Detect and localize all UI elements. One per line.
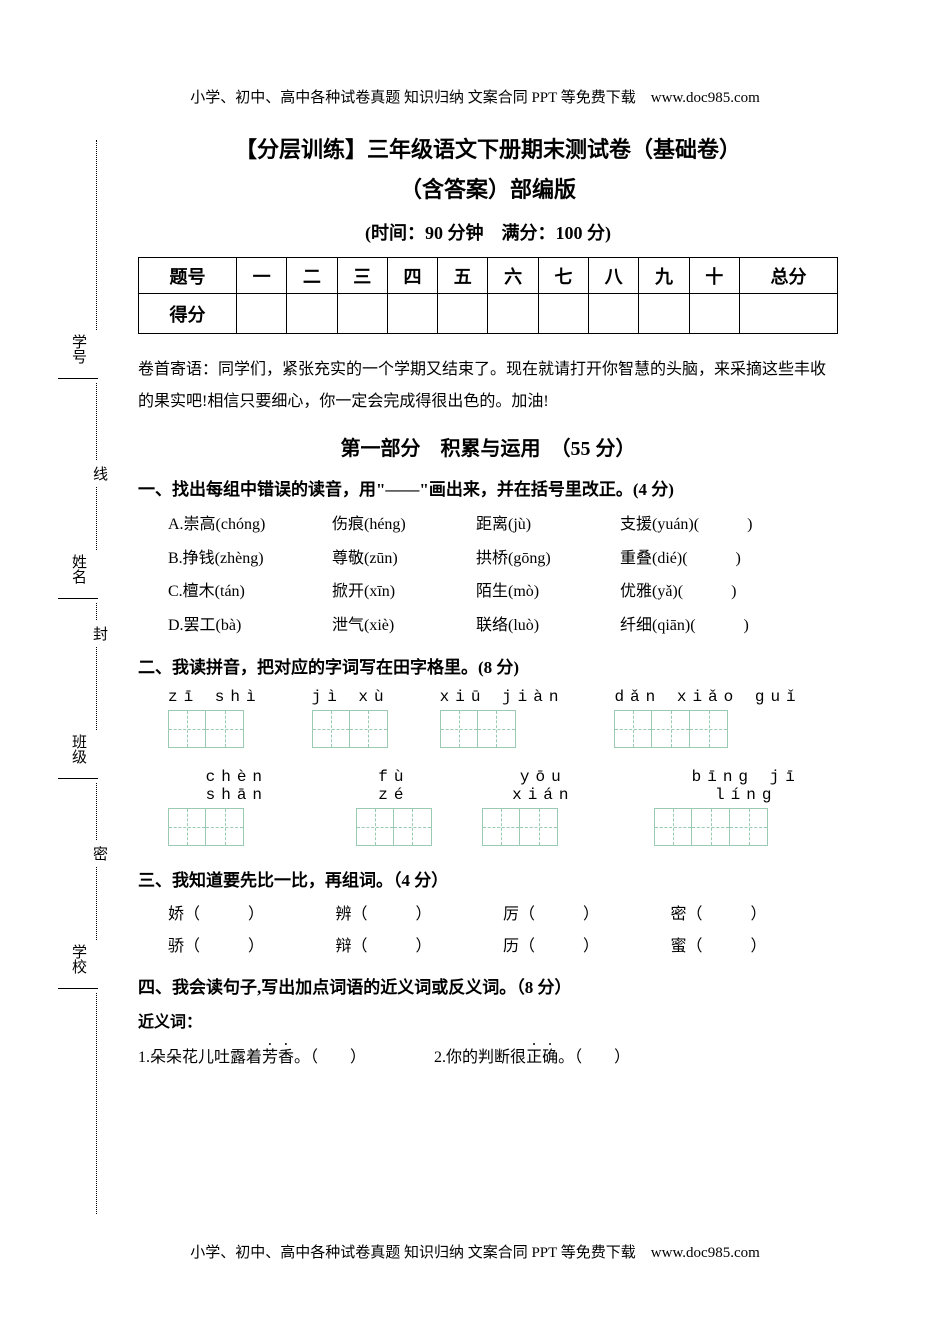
- tian-cell[interactable]: [168, 808, 206, 846]
- pinyin-block: chèn shān: [168, 768, 306, 846]
- pinyin-block: dǎn xiǎo guǐ: [614, 688, 801, 748]
- th: 五: [438, 258, 488, 294]
- page-footer: 小学、初中、高中各种试卷真题 知识归纳 文案合同 PPT 等免费下载 www.d…: [0, 1241, 950, 1262]
- th: 三: [337, 258, 387, 294]
- td[interactable]: [488, 294, 538, 334]
- pinyin: dǎn xiǎo guǐ: [614, 688, 801, 706]
- part-title: 第一部分 积累与运用 （55 分）: [138, 432, 838, 461]
- s1-row-c: C.檀木(tán) 掀开(xīn) 陌生(mò) 优雅(yǎ)( ): [138, 575, 838, 609]
- tian-cell[interactable]: [168, 710, 206, 748]
- td[interactable]: [739, 294, 837, 334]
- pinyin: xiū jiàn: [440, 688, 565, 706]
- th: 题号: [139, 258, 237, 294]
- pinyin: zī shì: [168, 688, 262, 706]
- pinyin: chèn shān: [168, 768, 306, 804]
- s4-line: 1.朵朵花儿吐露着芳香。（ ） 2.你的判断很正确。（ ）: [138, 1040, 838, 1075]
- margin-label-id: 学号: [58, 330, 98, 383]
- td[interactable]: [287, 294, 337, 334]
- tian-cell[interactable]: [654, 808, 692, 846]
- tian-cell[interactable]: [482, 808, 520, 846]
- s1-row-a: A.崇高(chóng) 伤痕(héng) 距离(jù) 支援(yuán)( ): [138, 508, 838, 542]
- td[interactable]: [639, 294, 689, 334]
- score-value-row: 得分: [139, 294, 838, 334]
- s4-subtitle: 近义词：: [138, 1008, 838, 1032]
- pinyin-block: yōu xián: [482, 768, 604, 846]
- td[interactable]: [538, 294, 588, 334]
- th: 九: [639, 258, 689, 294]
- margin-label-name: 姓名: [58, 550, 98, 603]
- td[interactable]: [387, 294, 437, 334]
- tian-cell[interactable]: [692, 808, 730, 846]
- th: 七: [538, 258, 588, 294]
- th: 一: [236, 258, 286, 294]
- margin-label-school: 学校: [58, 940, 98, 993]
- pinyin-block: jì xù: [312, 688, 390, 748]
- tian-cell[interactable]: [614, 710, 652, 748]
- pinyin: jì xù: [312, 688, 390, 706]
- binding-margin: 学号 线 姓名 封 班级 密 学校: [58, 140, 128, 1214]
- section-4-title: 四、我会读句子,写出加点词语的近义词或反义词。（8 分）: [138, 973, 838, 998]
- main-content: 【分层训练】三年级语文下册期末测试卷（基础卷） （含答案）部编版 (时间：90 …: [138, 130, 838, 1074]
- pinyin: bīng jī líng: [654, 768, 838, 804]
- th: 总分: [739, 258, 837, 294]
- section-1-title: 一、找出每组中错误的读音，用"——"画出来，并在括号里改正。(4 分): [138, 475, 838, 500]
- s1-row-b: B.挣钱(zhèng) 尊敬(zūn) 拱桥(gōng) 重叠(dié)( ): [138, 542, 838, 576]
- pinyin-block: bīng jī líng: [654, 768, 838, 846]
- th: 六: [488, 258, 538, 294]
- tian-cell[interactable]: [206, 710, 244, 748]
- tian-cell[interactable]: [350, 710, 388, 748]
- pinyin-block: fù zé: [356, 768, 432, 846]
- exam-title-2: （含答案）部编版: [138, 170, 838, 210]
- intro-text: 卷首寄语：同学们，紧张充实的一个学期又结束了。现在就请打开你智慧的头脑，来采摘这…: [138, 354, 838, 418]
- td[interactable]: [438, 294, 488, 334]
- td[interactable]: [236, 294, 286, 334]
- margin-sep-line: 线: [89, 460, 110, 487]
- exam-subtitle: (时间：90 分钟 满分：100 分): [138, 219, 838, 245]
- pinyin: fù zé: [356, 768, 432, 804]
- tian-cell[interactable]: [394, 808, 432, 846]
- dotted-binding-line: [96, 140, 97, 1214]
- section-3-title: 三、我知道要先比一比，再组词。（4 分）: [138, 866, 838, 891]
- th: 四: [387, 258, 437, 294]
- score-header-row: 题号 一 二 三 四 五 六 七 八 九 十 总分: [139, 258, 838, 294]
- s3-row-2: 骄（ ） 辩（ ） 历（ ） 蜜（ ）: [138, 931, 838, 963]
- exam-title-1: 【分层训练】三年级语文下册期末测试卷（基础卷）: [138, 130, 838, 170]
- score-table: 题号 一 二 三 四 五 六 七 八 九 十 总分 得分: [138, 257, 838, 334]
- s1-row-d: D.罢工(bà) 泄气(xiè) 联络(luò) 纤细(qiān)( ): [138, 609, 838, 643]
- tian-cell[interactable]: [440, 710, 478, 748]
- th: 十: [689, 258, 739, 294]
- td-label: 得分: [139, 294, 237, 334]
- margin-sep-seal: 封: [89, 620, 110, 647]
- pinyin: yōu xián: [482, 768, 604, 804]
- tian-cell[interactable]: [520, 808, 558, 846]
- tian-cell[interactable]: [690, 710, 728, 748]
- pinyin-block: zī shì: [168, 688, 262, 748]
- tian-cell[interactable]: [312, 710, 350, 748]
- tian-cell[interactable]: [730, 808, 768, 846]
- s2-row-1: zī shì jì xù xiū jiàn dǎn xiǎo guǐ: [138, 688, 838, 748]
- tian-cell[interactable]: [652, 710, 690, 748]
- page-header: 小学、初中、高中各种试卷真题 知识归纳 文案合同 PPT 等免费下载 www.d…: [0, 86, 950, 107]
- td[interactable]: [589, 294, 639, 334]
- tian-cell[interactable]: [478, 710, 516, 748]
- td[interactable]: [337, 294, 387, 334]
- margin-sep-secret: 密: [89, 840, 110, 867]
- s3-row-1: 娇（ ） 辨（ ） 厉（ ） 密（ ）: [138, 899, 838, 931]
- tian-cell[interactable]: [356, 808, 394, 846]
- margin-label-class: 班级: [58, 730, 98, 783]
- th: 二: [287, 258, 337, 294]
- s2-row-2: chèn shān fù zé yōu xián bīng jī líng: [138, 768, 838, 846]
- pinyin-block: xiū jiàn: [440, 688, 565, 748]
- section-2-title: 二、我读拼音，把对应的字词写在田字格里。(8 分): [138, 653, 838, 678]
- tian-cell[interactable]: [206, 808, 244, 846]
- th: 八: [589, 258, 639, 294]
- td[interactable]: [689, 294, 739, 334]
